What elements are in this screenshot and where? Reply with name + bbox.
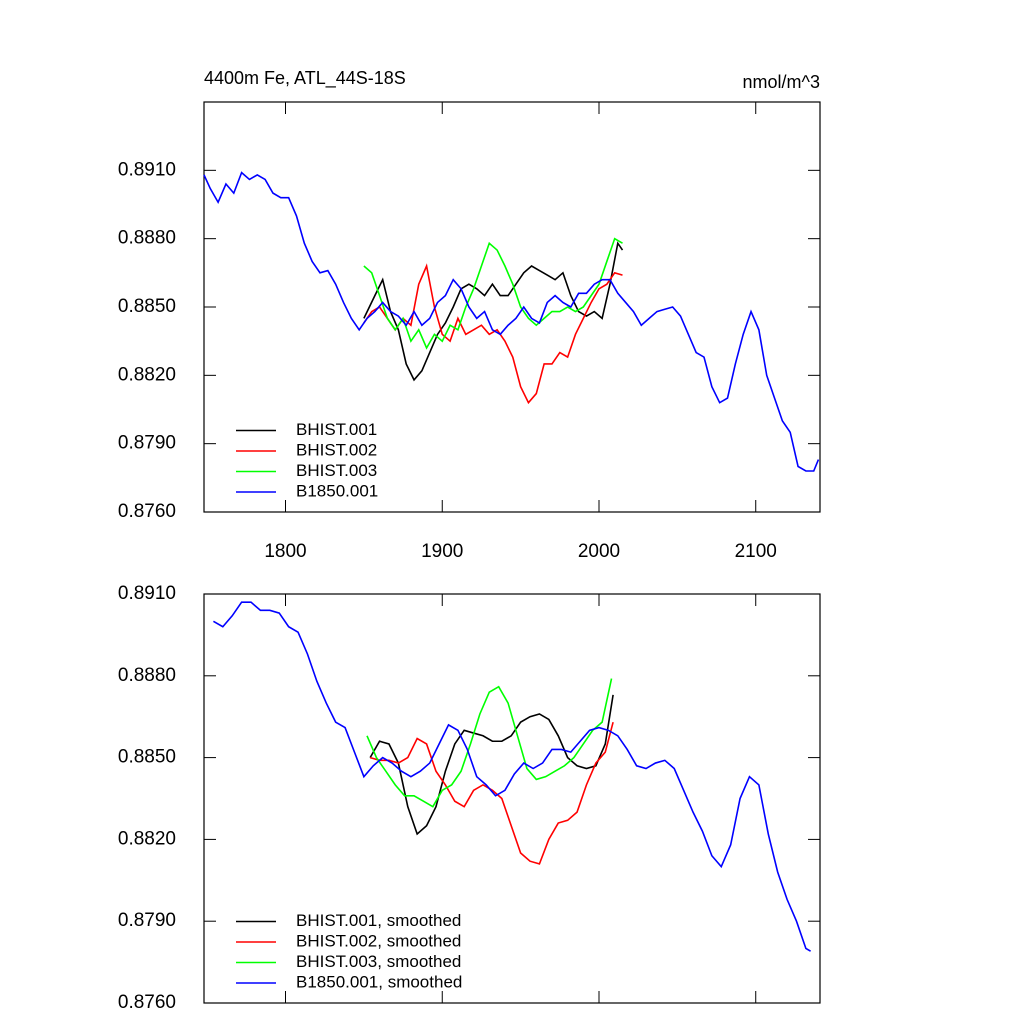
legend-label: BHIST.001, smoothed xyxy=(296,911,461,930)
chart-units: nmol/m^3 xyxy=(743,72,820,92)
data-line xyxy=(366,678,613,808)
legend-label: BHIST.003 xyxy=(296,461,377,480)
y-tick-label: 0.8820 xyxy=(118,364,176,385)
y-tick-label: 0.8880 xyxy=(118,665,176,686)
x-tick-label: 1900 xyxy=(421,541,463,562)
y-tick-label: 0.8820 xyxy=(118,828,176,849)
legend-label: B1850.001, smoothed xyxy=(296,972,462,991)
data-line xyxy=(369,721,614,865)
x-tick-label: 2100 xyxy=(735,541,777,562)
y-tick-label: 0.8790 xyxy=(118,910,176,931)
x-tick-label: 2000 xyxy=(578,541,620,562)
y-tick-label: 0.8760 xyxy=(118,501,176,522)
data-line xyxy=(363,237,623,350)
x-tick-label: 1800 xyxy=(264,541,306,562)
chart-title: 4400m Fe, ATL_44S-18S xyxy=(204,68,406,89)
y-tick-label: 0.8880 xyxy=(118,228,176,249)
y-tick-label: 0.8910 xyxy=(118,159,176,180)
data-line xyxy=(363,263,623,405)
data-line xyxy=(369,694,614,836)
data-line xyxy=(363,241,624,382)
legend-label: BHIST.003, smoothed xyxy=(296,952,461,971)
y-tick-label: 0.8850 xyxy=(118,747,176,768)
legend-label: BHIST.002, smoothed xyxy=(296,931,461,950)
y-tick-label: 0.8760 xyxy=(118,992,176,1013)
data-line xyxy=(212,601,812,952)
data-line xyxy=(203,171,820,472)
plot-frame xyxy=(203,593,821,1004)
legend-label: BHIST.002 xyxy=(296,440,377,459)
y-tick-label: 0.8910 xyxy=(118,583,176,604)
y-tick-label: 0.8790 xyxy=(118,433,176,454)
y-tick-label: 0.8850 xyxy=(118,296,176,317)
legend-label: BHIST.001 xyxy=(296,420,377,439)
legend-label: B1850.001 xyxy=(296,481,378,500)
